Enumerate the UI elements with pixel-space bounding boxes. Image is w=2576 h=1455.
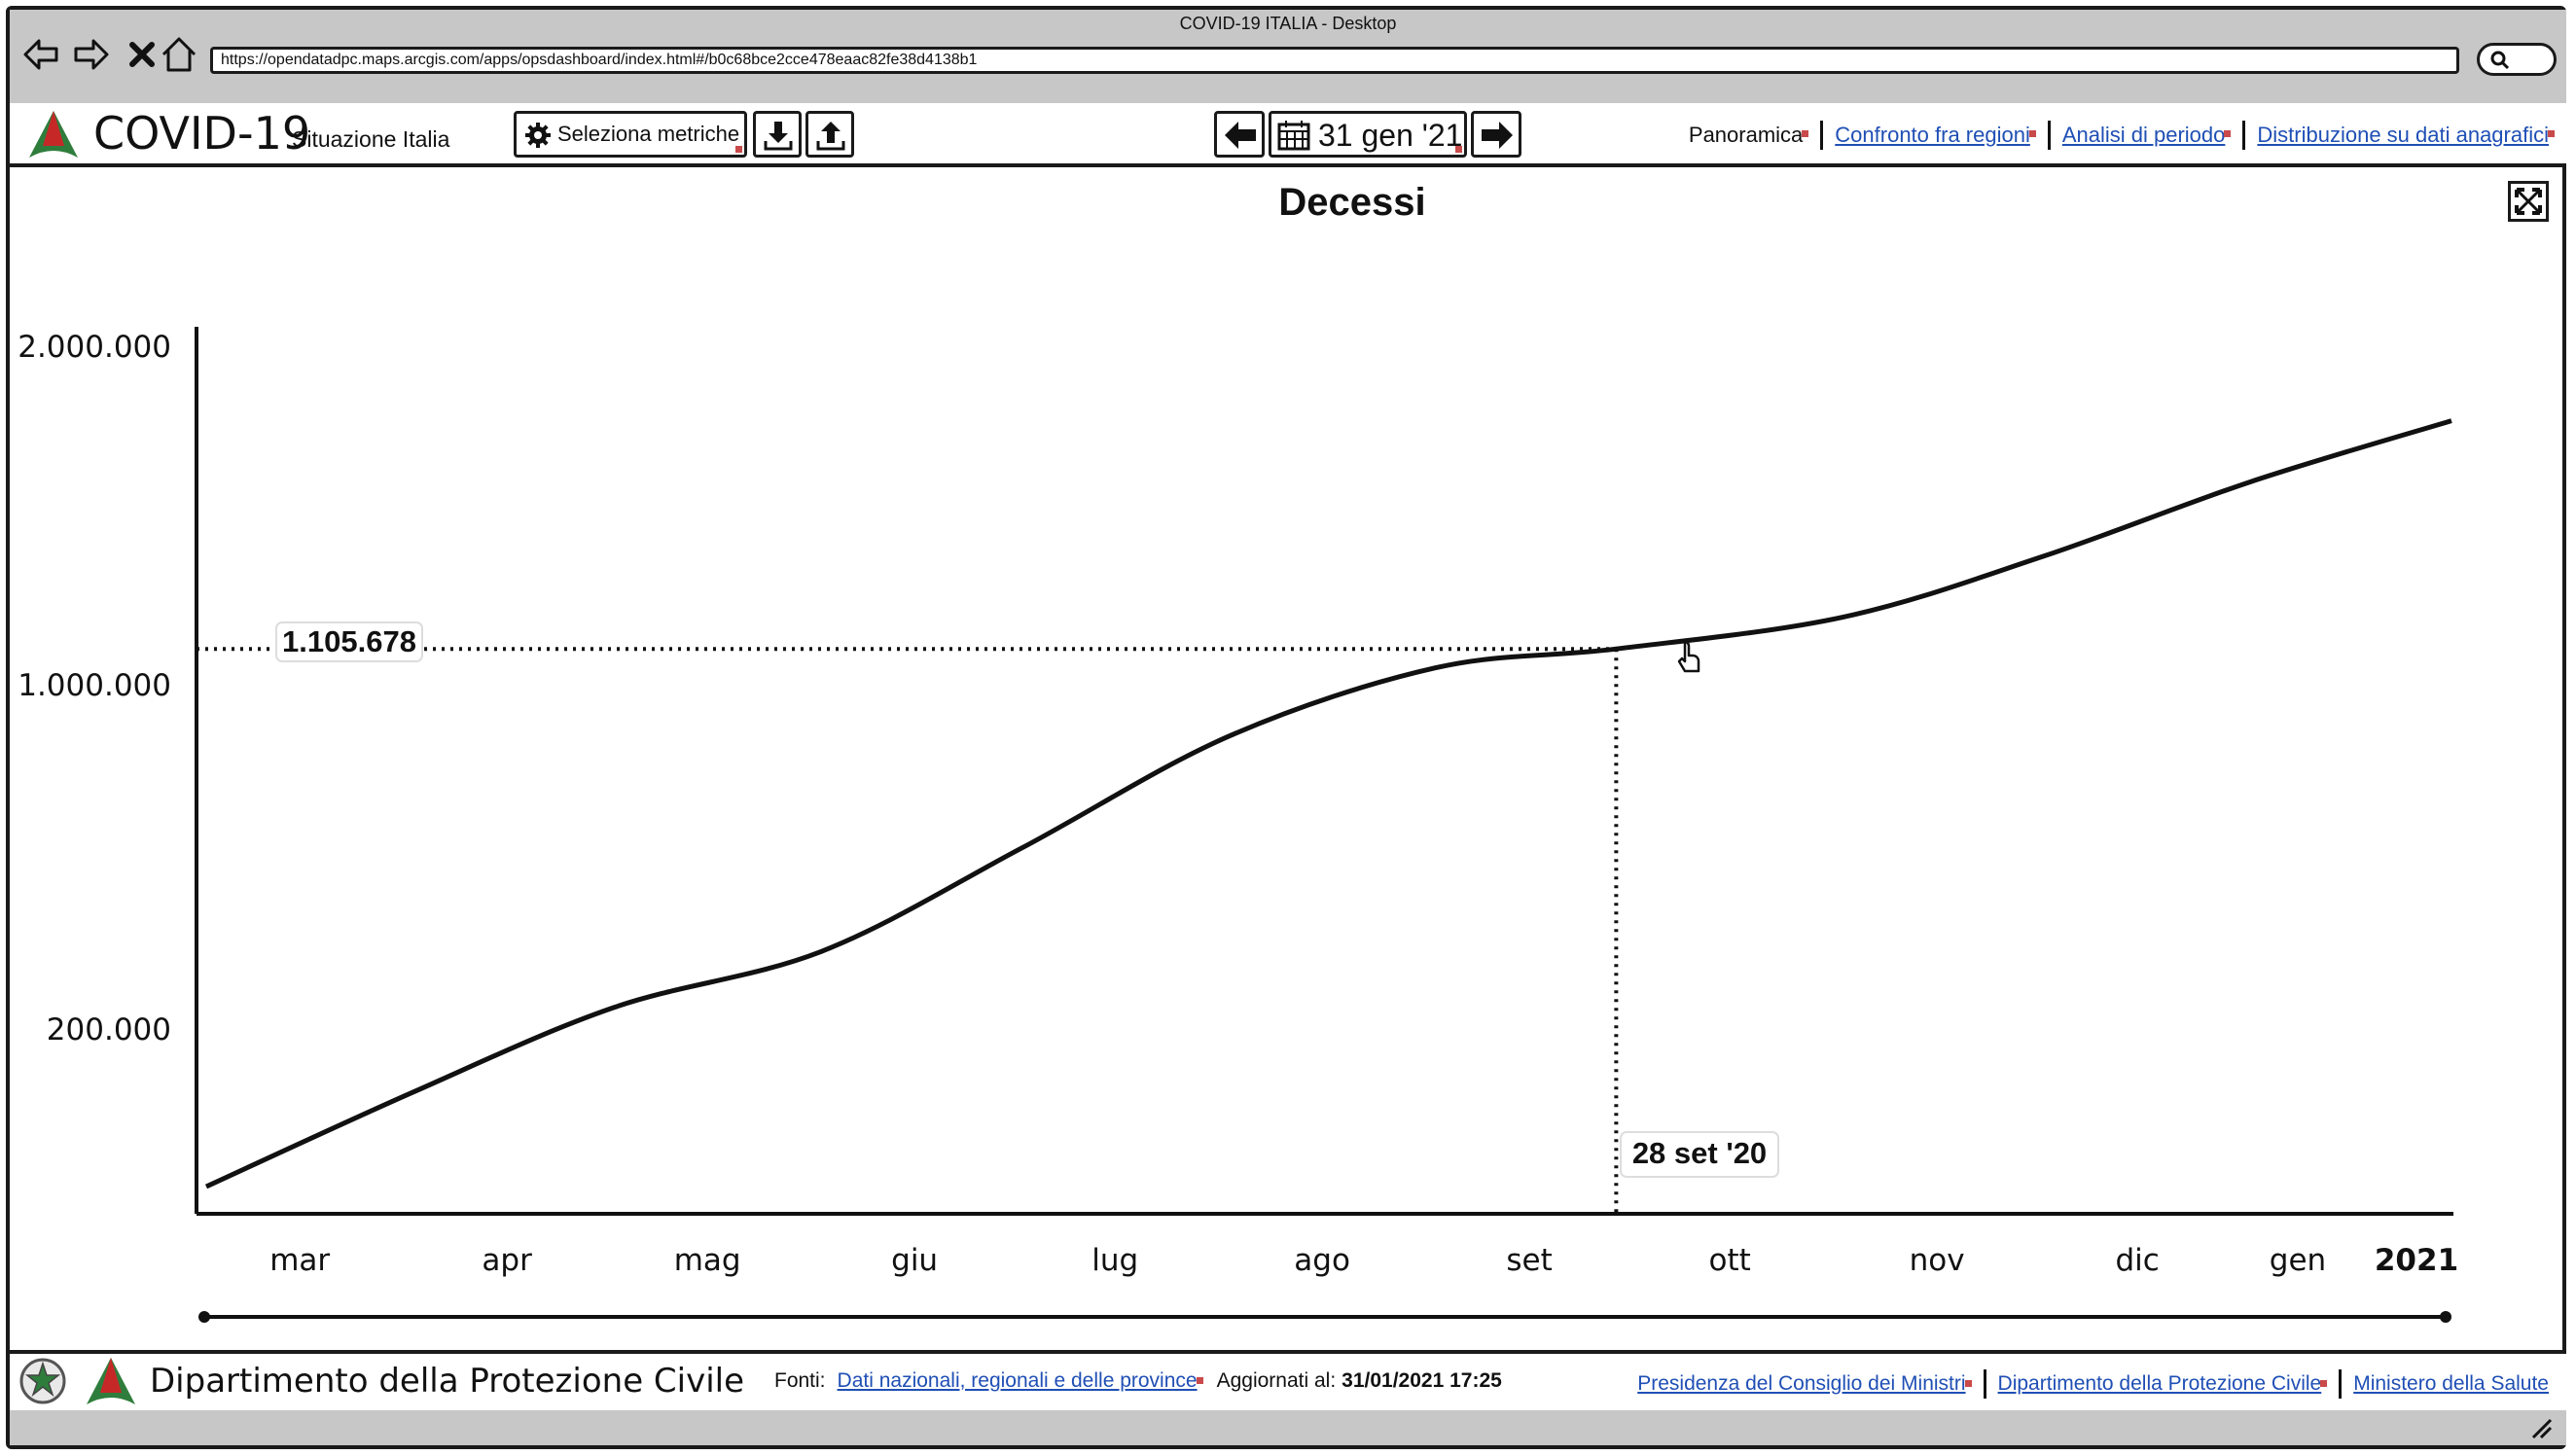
- y-tick-label: 1.000.000: [18, 668, 171, 703]
- link-marker: [735, 146, 742, 153]
- x-tick-label: gen: [2270, 1243, 2326, 1278]
- footer: [10, 1350, 2566, 1417]
- x-tick-label: dic: [2115, 1243, 2159, 1278]
- y-tick-label: 2.000.000: [18, 330, 171, 365]
- nav-panoramica[interactable]: Panoramica: [1688, 123, 1809, 148]
- link-marker: [1964, 1380, 1972, 1387]
- gear-icon: [525, 123, 551, 148]
- link-marker: [2028, 130, 2036, 137]
- current-date-label: 31 gen '21: [1318, 118, 1463, 153]
- nav-distribuzione-label: Distribuzione su dati anagrafici: [2257, 123, 2549, 147]
- updated-label: Aggiornati al:: [1216, 1369, 1337, 1392]
- calendar-icon: [1277, 121, 1310, 151]
- browser-window: [6, 6, 2566, 1449]
- decessi-series-line: [204, 418, 2452, 1189]
- resize-grip-icon[interactable]: [2527, 1416, 2553, 1439]
- nav-separator: [2047, 121, 2051, 150]
- y-tick-labels: 2.000.000 1.000.000 200.000: [18, 330, 171, 1047]
- value-tooltip: 1.105.678: [282, 624, 416, 658]
- select-metrics-button[interactable]: Seleziona metriche: [514, 111, 747, 158]
- link-marker: [2224, 130, 2232, 137]
- footer-separator: [2339, 1369, 2343, 1399]
- x-tick-labels: mar apr mag giu lug ago set ott nov dic gen 2021: [269, 1243, 2458, 1278]
- protezione-civile-footer-logo-icon: [87, 1358, 135, 1404]
- time-slider-start-handle[interactable]: [198, 1311, 210, 1323]
- footer-sources: Fonti: Dati nazionali, regionali e delle…: [774, 1369, 1502, 1393]
- x-tick-label: ago: [1294, 1243, 1350, 1278]
- footer-link-presidenza[interactable]: Presidenza del Consiglio dei Ministri: [1637, 1372, 1972, 1396]
- sources-label: Fonti:: [774, 1369, 826, 1392]
- footer-link-dipartimento[interactable]: Dipartimento della Protezione Civile: [1998, 1372, 2328, 1396]
- arrow-left-icon: [1225, 122, 1256, 149]
- upload-button[interactable]: [805, 111, 854, 158]
- chart-canvas: 2.000.000 1.000.000 200.000 mar apr mag giu lu…: [18, 327, 2458, 1323]
- arrow-right-icon: [1482, 122, 1513, 149]
- x-tick-label: ott: [1709, 1243, 1751, 1278]
- brand-subtitle: Situazione Italia: [292, 126, 450, 152]
- expand-icon: [2515, 188, 2542, 215]
- link-marker: [2320, 1380, 2328, 1387]
- sources-link-label: Dati nazionali, regionali e delle provin…: [837, 1369, 1198, 1392]
- x-tick-label: mag: [674, 1243, 741, 1278]
- upload-icon: [816, 122, 845, 151]
- home-icon[interactable]: [160, 35, 198, 74]
- back-arrow-icon[interactable]: [21, 35, 60, 74]
- emblem-italy-icon: [19, 1358, 66, 1404]
- x-tick-label: set: [1506, 1243, 1552, 1278]
- window-title: COVID-19 ITALIA - Desktop: [1179, 14, 1397, 33]
- download-icon: [764, 122, 793, 151]
- nav-analisi-label: Analisi di periodo: [2061, 123, 2226, 147]
- close-icon[interactable]: [123, 35, 161, 74]
- x-tick-label: apr: [482, 1243, 532, 1278]
- x-tick-label: 2021: [2375, 1243, 2458, 1278]
- chart-title: Decessi: [1278, 181, 1426, 224]
- hand-cursor-icon: [1677, 640, 1700, 673]
- page-navigation: Panoramica Confronto fra regioni Analisi…: [1689, 121, 2555, 150]
- nav-analisi-periodo[interactable]: Analisi di periodo: [2062, 123, 2232, 148]
- brand-title: COVID-19: [93, 107, 311, 160]
- footer-separator: [1983, 1369, 1986, 1399]
- value-tooltip-box: [275, 621, 423, 662]
- search-icon: [2490, 51, 2510, 70]
- address-bar[interactable]: https://opendatadpc.maps.arcgis.com/apps…: [210, 47, 2459, 74]
- nav-separator: [1820, 121, 1824, 150]
- protezione-civile-logo-icon: [29, 111, 78, 158]
- x-tick-label: mar: [269, 1243, 330, 1278]
- browser-search-box[interactable]: [2477, 43, 2557, 76]
- y-tick-label: 200.000: [47, 1012, 171, 1047]
- previous-date-button[interactable]: [1214, 111, 1265, 158]
- x-tick-label: giu: [891, 1243, 938, 1278]
- date-tooltip: 28 set '20: [1632, 1136, 1767, 1170]
- footer-org-name: Dipartimento della Protezione Civile: [150, 1362, 745, 1401]
- link-marker: [1196, 1377, 1203, 1384]
- x-tick-label: nov: [1910, 1243, 1965, 1278]
- sources-link[interactable]: Dati nazionali, regionali e delle provin…: [838, 1369, 1203, 1393]
- url-text: https://opendatadpc.maps.arcgis.com/apps…: [221, 52, 978, 68]
- nav-confronto-label: Confronto fra regioni: [1835, 123, 2030, 147]
- x-tick-label: lug: [1091, 1243, 1138, 1278]
- updated-value: 31/01/2021 17:25: [1342, 1369, 1502, 1392]
- footer-links: Presidenza del Consiglio dei Ministri Di…: [1637, 1369, 2555, 1399]
- next-date-button[interactable]: [1471, 111, 1521, 158]
- nav-separator: [2242, 121, 2246, 150]
- date-tooltip-box: [1620, 1131, 1779, 1178]
- fullscreen-button[interactable]: [2508, 181, 2549, 222]
- status-bar: [10, 1410, 2566, 1445]
- forward-arrow-icon[interactable]: [72, 35, 111, 74]
- nav-confronto-regioni[interactable]: Confronto fra regioni: [1835, 123, 2036, 148]
- date-picker-button[interactable]: 31 gen '21: [1269, 111, 1467, 158]
- nav-panoramica-label: Panoramica: [1688, 123, 1804, 147]
- link-marker: [1455, 146, 1462, 153]
- footer-link-ministero[interactable]: Ministero della Salute: [2353, 1372, 2555, 1396]
- download-button[interactable]: [753, 111, 802, 158]
- link-marker: [2548, 130, 2555, 137]
- footer-link-presidenza-label: Presidenza del Consiglio dei Ministri: [1637, 1372, 1966, 1395]
- time-slider-end-handle[interactable]: [2440, 1311, 2451, 1323]
- footer-link-ministero-label: Ministero della Salute: [2353, 1372, 2549, 1395]
- footer-link-dipartimento-label: Dipartimento della Protezione Civile: [1997, 1372, 2322, 1395]
- select-metrics-label: Seleziona metriche: [557, 122, 740, 146]
- link-marker: [1802, 130, 1809, 137]
- nav-distribuzione-anagrafica[interactable]: Distribuzione su dati anagrafici: [2257, 123, 2555, 148]
